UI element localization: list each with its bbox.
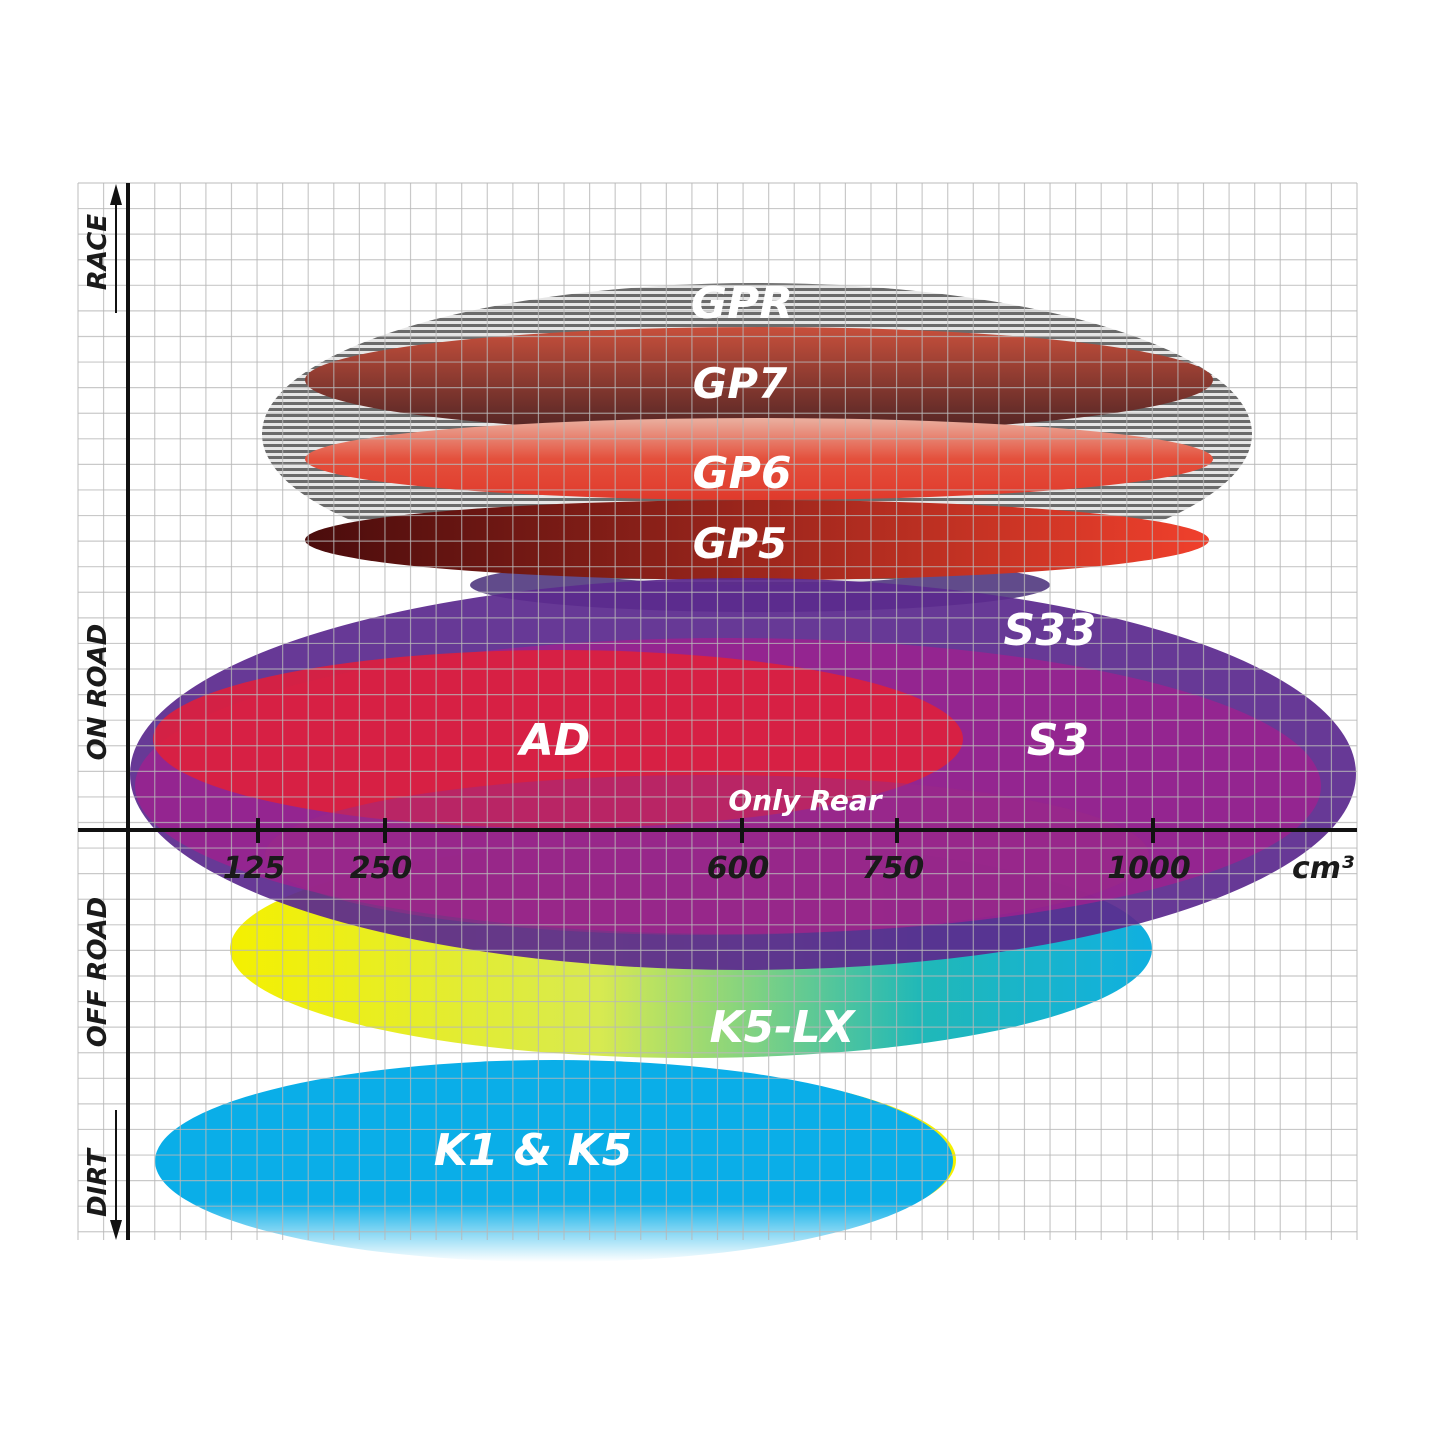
tick-label: 600	[707, 851, 770, 886]
x-ticks: 125 250 600 750 1000	[223, 818, 1191, 886]
label-s33: S33	[1004, 605, 1097, 656]
label-gpr: GPR	[691, 278, 793, 329]
race-arrow-icon	[110, 184, 122, 313]
label-ad: AD	[517, 715, 591, 766]
category-off-road: OFF ROAD	[83, 897, 113, 1048]
tick-label: 750	[862, 851, 925, 886]
tick-label: 250	[350, 851, 413, 886]
label-gp6: GP6	[693, 448, 792, 499]
category-dirt: DIRT	[83, 1147, 113, 1217]
label-k1-k5: K1 & K5	[434, 1125, 632, 1176]
dirt-arrow-icon	[110, 1110, 122, 1240]
y-categories: RACE ON ROAD OFF ROAD DIRT	[83, 214, 113, 1217]
label-only-rear: Only Rear	[728, 784, 883, 817]
ellipse-only-rear	[265, 775, 1149, 935]
ellipse-gp7	[305, 327, 1213, 433]
label-k5-lx: K5-LX	[710, 1002, 857, 1053]
label-s3: S3	[1027, 715, 1089, 766]
axes	[78, 183, 1357, 1240]
category-on-road: ON ROAD	[83, 624, 113, 761]
ellipse-k1-k5	[155, 1060, 953, 1262]
ellipse-gp5	[305, 500, 1209, 580]
tick-label: 125	[223, 851, 286, 886]
label-gp7: GP7	[693, 359, 788, 408]
tick-label: 1000	[1107, 851, 1191, 886]
x-unit-label: cm³	[1292, 851, 1354, 886]
series-labels-layer: GPR GP7 GP6 GP5 S33 S3 AD Only Rear K5-LX K1 & K5	[434, 278, 1097, 1176]
label-gp5: GP5	[693, 519, 787, 568]
category-race: RACE	[83, 214, 113, 290]
